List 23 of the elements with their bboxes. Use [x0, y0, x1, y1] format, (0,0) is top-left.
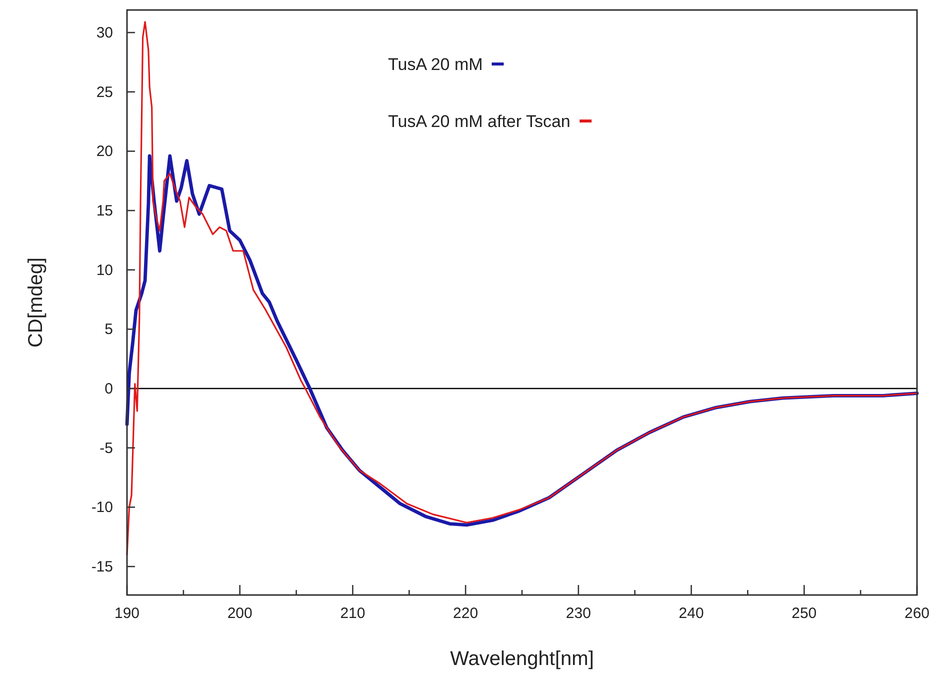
y-tick-label: 25: [96, 84, 113, 101]
y-tick-label: 15: [96, 202, 113, 220]
x-tick-label: 190: [114, 605, 140, 622]
y-tick-label: 0: [104, 380, 113, 398]
x-tick-label: 230: [566, 605, 591, 622]
y-tick-label: 10: [96, 262, 113, 279]
x-tick-label: 260: [904, 605, 930, 622]
x-tick-label: 200: [227, 605, 252, 622]
y-tick-label: -5: [100, 440, 113, 457]
y-tick-label: 5: [104, 321, 113, 338]
y-tick-label: 20: [96, 143, 113, 160]
y-axis-title: CD[mdeg]: [25, 257, 47, 348]
line-series: [126, 21, 918, 556]
legend-label: TusA 20 mM after Tscan: [388, 112, 570, 131]
legend-label: TusA 20 mM: [388, 55, 483, 74]
x-tick-label: 210: [340, 605, 366, 622]
y-tick-label: 30: [96, 24, 113, 42]
y-tick-label: -10: [91, 499, 113, 516]
x-tick-label: 240: [678, 605, 704, 622]
x-axis-title: Wavelenght[nm]: [450, 648, 594, 670]
x-tick-label: 250: [792, 605, 817, 622]
x-tick-label: 220: [453, 605, 478, 622]
y-tick-label: -15: [91, 558, 113, 576]
